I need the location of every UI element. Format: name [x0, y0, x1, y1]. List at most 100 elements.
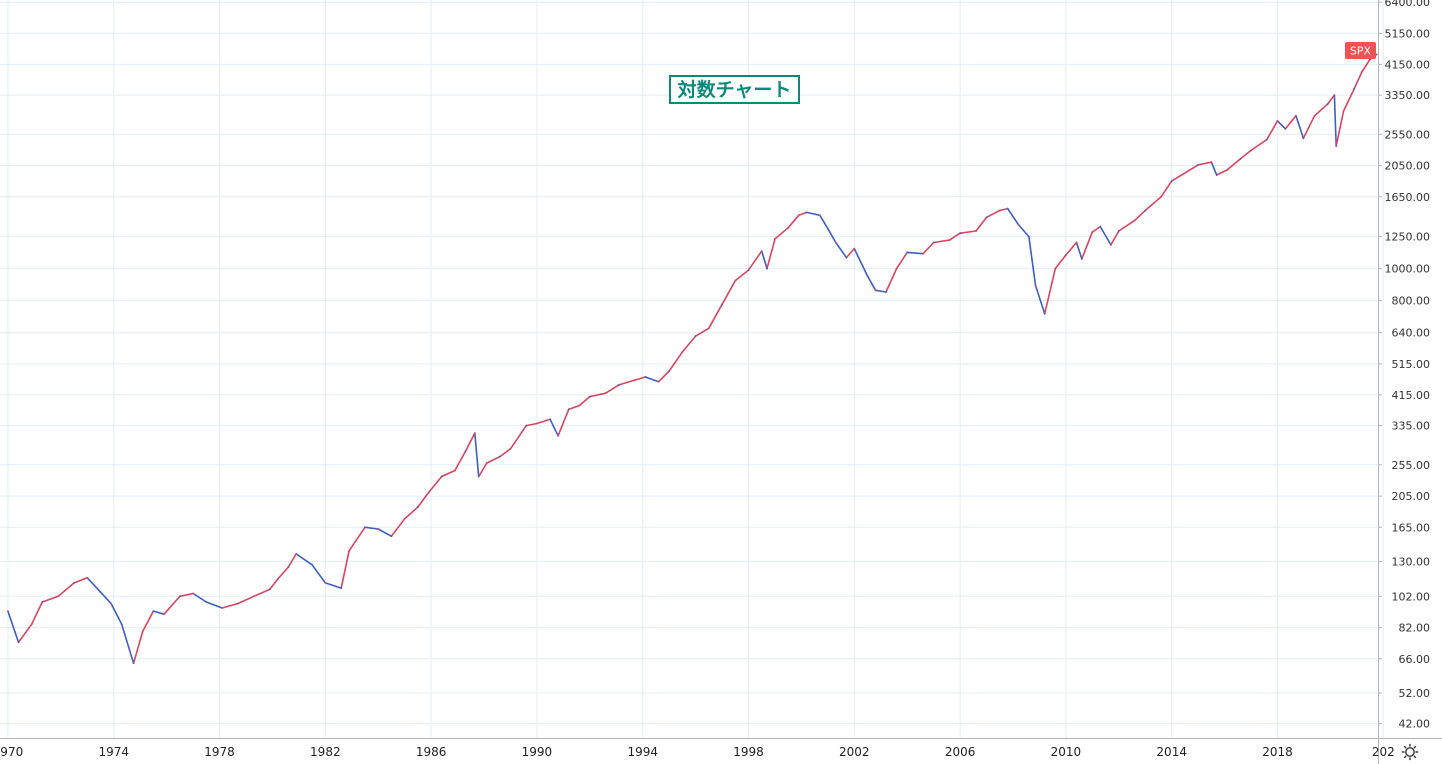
price-segment [340, 549, 350, 589]
y-tick-label: 205.00 [1392, 490, 1431, 503]
x-tick-label: 1982 [310, 745, 341, 759]
price-point [834, 241, 837, 244]
y-tick-label: 2550.00 [1385, 128, 1431, 141]
price-point [1266, 138, 1268, 141]
price-point [73, 582, 75, 584]
price-segment [853, 247, 869, 277]
price-segment [1295, 115, 1305, 140]
price-segment [895, 251, 909, 270]
x-tick-label: 1970 [0, 745, 23, 759]
price-point [237, 602, 239, 605]
x-tick-label: 1998 [733, 745, 764, 759]
price-point [998, 209, 1001, 212]
price-point [454, 469, 456, 472]
price-point [874, 289, 877, 292]
price-point [787, 226, 790, 229]
price-point [694, 335, 697, 337]
price-segment [1054, 254, 1067, 270]
price-segment [132, 630, 144, 665]
price-point [1091, 231, 1094, 234]
price-segment [1215, 169, 1228, 176]
x-tick-label: 202 [1372, 745, 1395, 759]
price-segment [760, 250, 768, 270]
price-segment [747, 250, 763, 271]
price-point [403, 517, 406, 520]
time-axis[interactable]: 1970 1974 1978 1982 1986 1990 1994 1998 2002 2006… [0, 745, 1395, 759]
price-point [509, 447, 512, 450]
x-tick-label: 1994 [627, 745, 658, 759]
price-point [192, 592, 195, 595]
price-segment [536, 418, 551, 425]
price-segment [120, 623, 131, 652]
price-segment [237, 595, 255, 605]
price-segment [1353, 70, 1363, 90]
price-segment [464, 432, 476, 453]
price-segment [477, 462, 488, 478]
price-point [120, 623, 123, 626]
price-segment [1197, 161, 1213, 166]
price-segment [922, 241, 935, 255]
price-segment [390, 517, 406, 538]
price-segment [364, 526, 380, 530]
price-segment [110, 602, 123, 626]
price-point [221, 607, 224, 609]
price-point [845, 256, 848, 259]
symbol-price-label: SPX [1345, 42, 1376, 59]
price-segment [1326, 94, 1336, 105]
price-segment [588, 392, 607, 398]
price-series [7, 53, 1378, 665]
chart-settings-icon[interactable] [1401, 743, 1419, 761]
price-segment [1006, 207, 1020, 226]
price-segment [1313, 103, 1329, 117]
price-point [295, 553, 298, 555]
price-segment [567, 404, 581, 411]
price-point [721, 303, 723, 306]
price-segment [604, 384, 620, 395]
y-tick-label: 82.00 [1399, 622, 1431, 635]
price-point [885, 291, 887, 293]
price-segment [57, 582, 75, 598]
y-tick-label: 415.00 [1392, 389, 1431, 402]
price-point [1034, 284, 1037, 287]
price-point [7, 610, 9, 612]
price-point [311, 563, 313, 566]
price-segment [805, 211, 821, 217]
price-segment [657, 370, 671, 383]
price-axis[interactable]: 6400.00 5150.00 4150.00 3350.00 2550.00 2050.… [1378, 0, 1430, 731]
price-point [464, 450, 467, 453]
price-point [276, 578, 279, 580]
price-segment [1342, 88, 1355, 112]
price-point [377, 528, 380, 530]
price-point [1302, 137, 1305, 140]
price-segment [668, 351, 684, 372]
price-segment [1028, 235, 1037, 287]
price-point [985, 216, 988, 219]
price-segment [766, 238, 776, 270]
price-point [536, 422, 538, 425]
price-segment [253, 588, 271, 598]
price-segment [866, 275, 877, 292]
price-segment [348, 526, 366, 552]
chart-annotation[interactable]: 対数チャート [669, 75, 800, 104]
price-point [348, 549, 350, 552]
price-point [578, 404, 581, 407]
price-point [1075, 241, 1078, 244]
price-segment [205, 601, 223, 609]
price-point [99, 591, 102, 593]
price-point [1295, 114, 1297, 117]
price-segment [1361, 58, 1371, 73]
price-point [668, 370, 671, 372]
price-segment [403, 506, 419, 520]
price-point [657, 380, 660, 383]
price-point [1326, 103, 1329, 105]
price-point [324, 582, 327, 584]
price-point [473, 432, 476, 434]
price-segment [509, 424, 528, 450]
price-point [132, 662, 135, 665]
y-tick-label: 255.00 [1392, 459, 1431, 472]
price-point [1226, 169, 1229, 171]
price-segment [295, 553, 313, 566]
price-segment [73, 576, 89, 584]
price-point [525, 424, 528, 427]
